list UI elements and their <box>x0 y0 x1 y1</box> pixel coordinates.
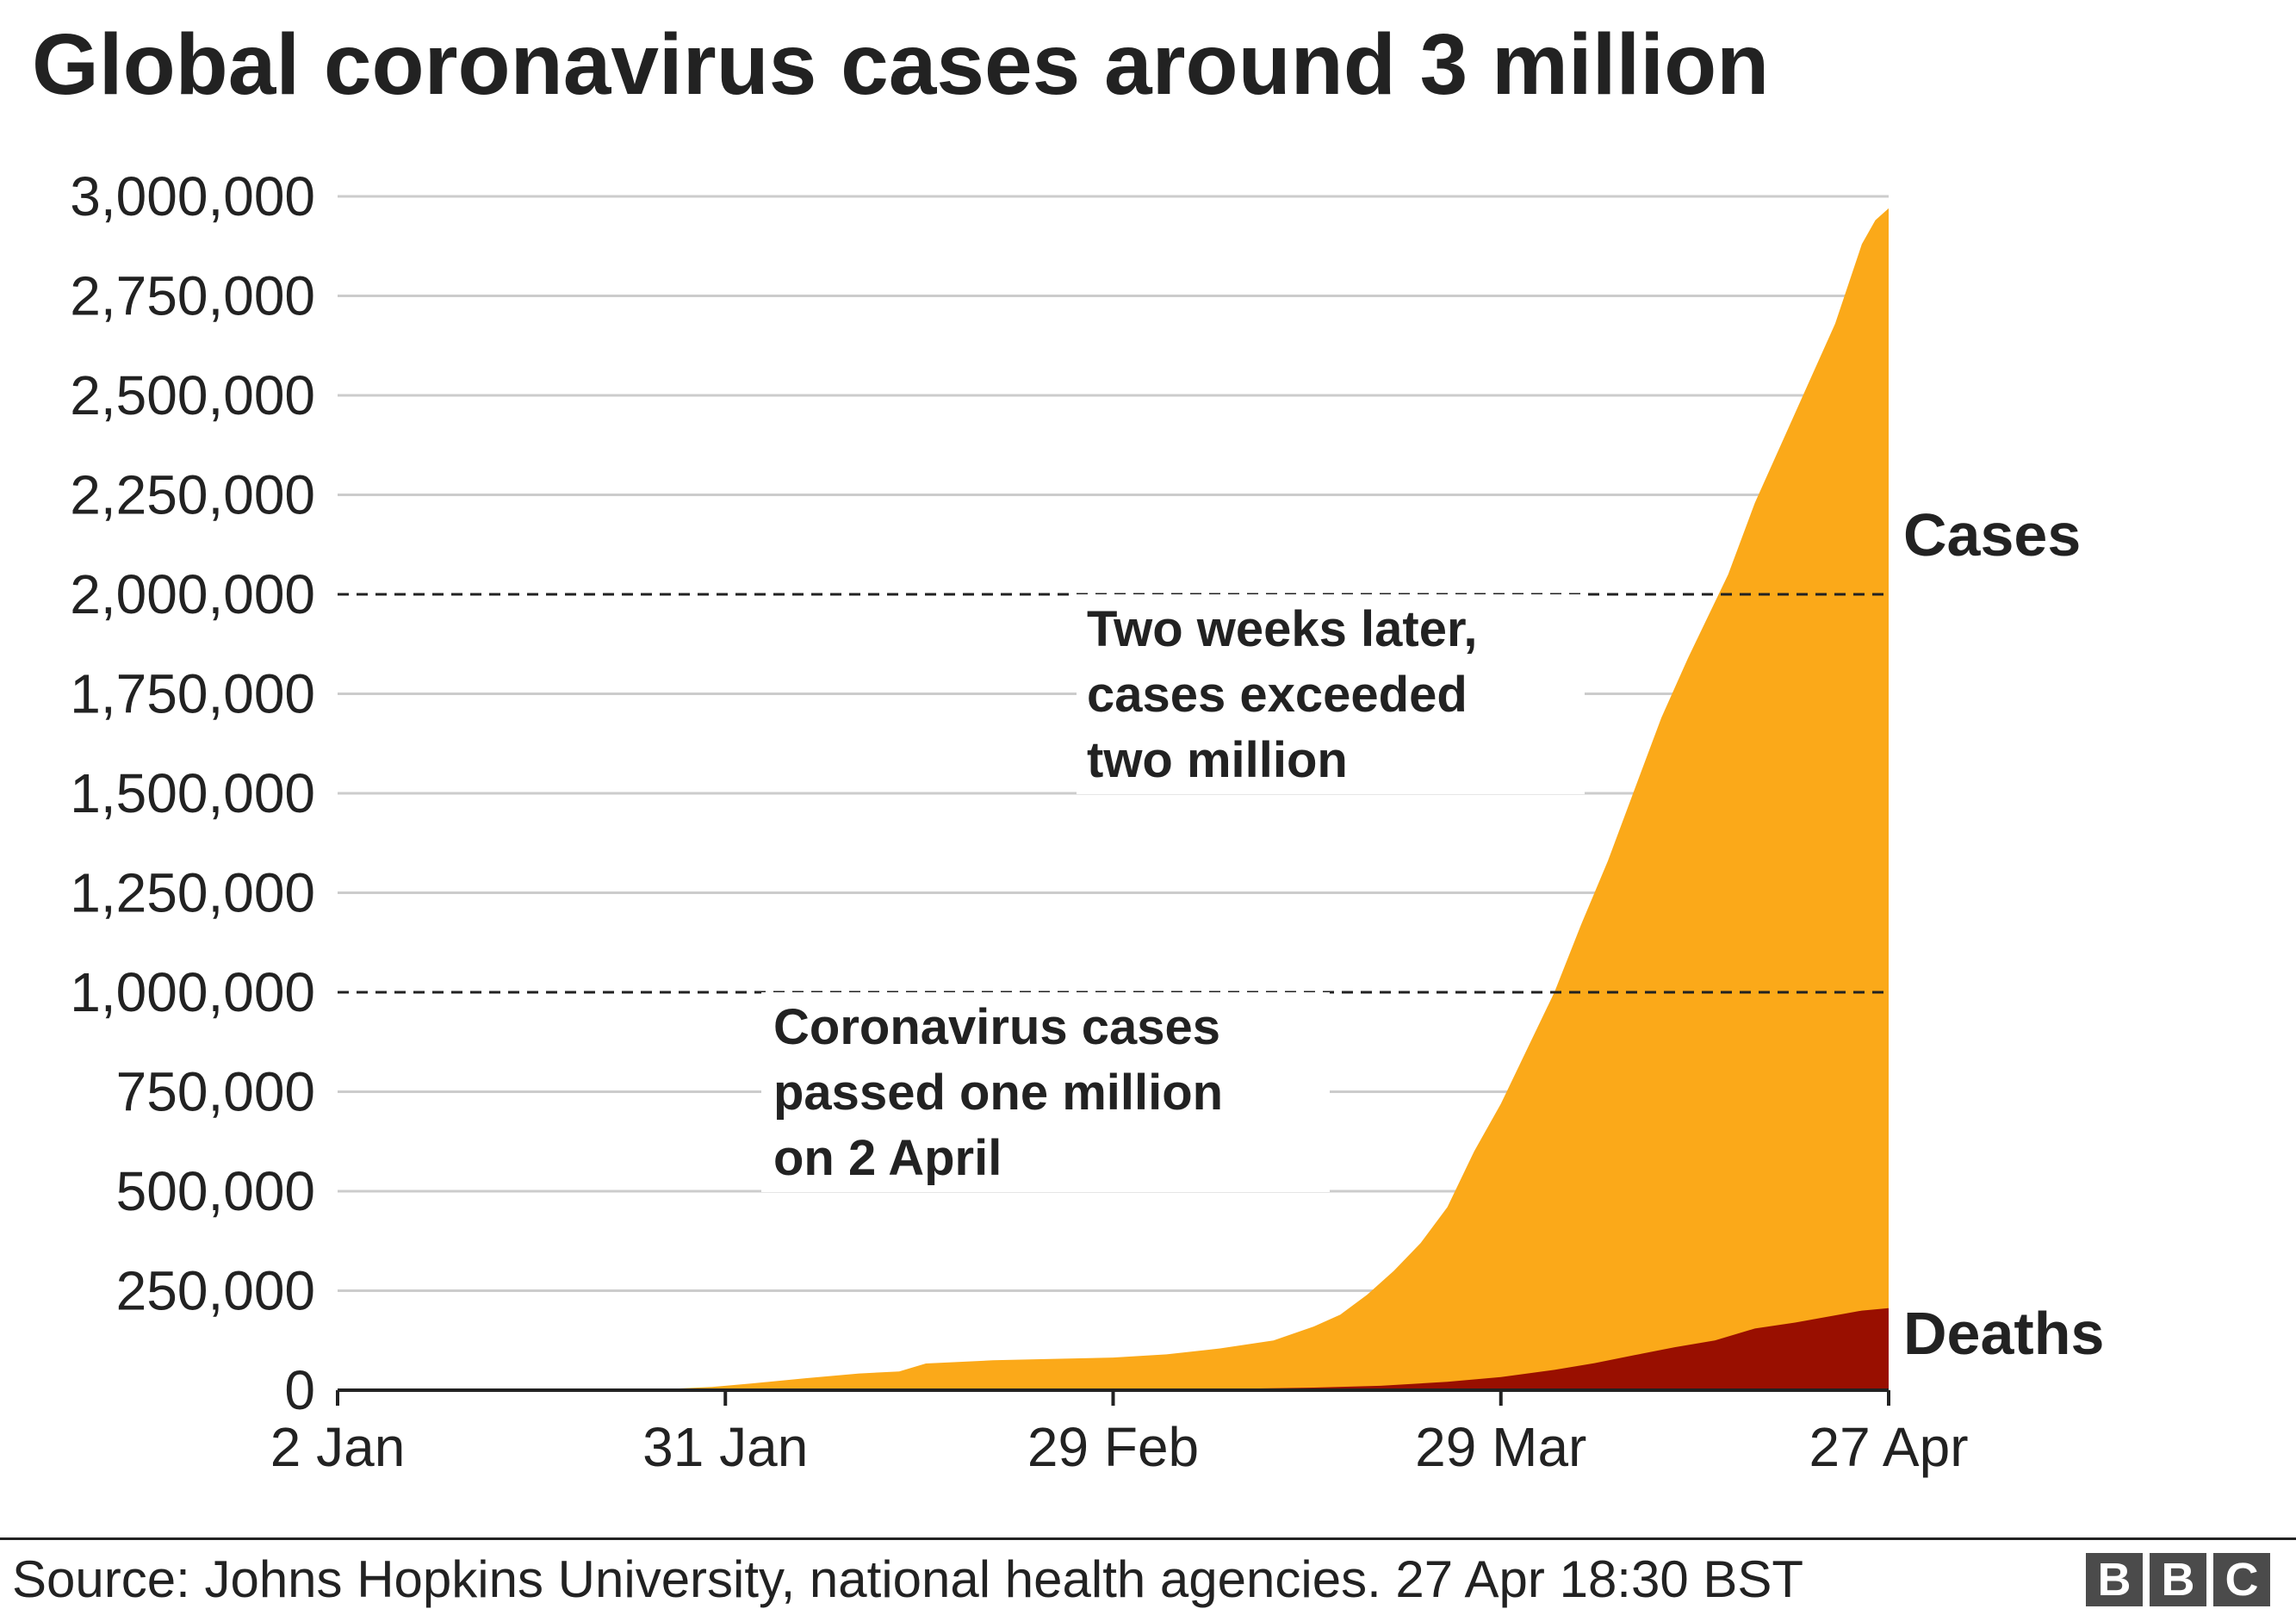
annotation-background <box>1077 594 1585 794</box>
y-tick-label: 250,000 <box>116 1260 315 1322</box>
y-axis: 0 250,000 500,000 750,000 1,000,000 1,250,000… <box>70 165 315 1421</box>
x-axis: 2 Jan 31 Jan 29 Feb 29 Mar 27 Apr <box>270 1388 1969 1478</box>
y-tick-label: 2,750,000 <box>70 265 315 327</box>
y-tick-label: 1,750,000 <box>70 663 315 725</box>
annotation-text: passed one million <box>773 1065 1223 1121</box>
reference-lines <box>338 593 1889 994</box>
x-tick-label: 27 Apr <box>1809 1416 1968 1478</box>
logo-block: B <box>2086 1553 2143 1606</box>
y-tick-label: 1,500,000 <box>70 762 315 824</box>
x-tick-label: 29 Mar <box>1415 1416 1586 1478</box>
annotation-text: on 2 April <box>773 1130 1002 1186</box>
source-note: Source: Johns Hopkins University, nation… <box>12 1550 1804 1608</box>
y-tick-label: 2,250,000 <box>70 464 315 526</box>
y-tick-label: 1,250,000 <box>70 862 315 924</box>
y-tick-label: 750,000 <box>116 1061 315 1123</box>
annotation-text: Coronavirus cases <box>773 999 1220 1055</box>
y-tick-label: 3,000,000 <box>70 165 315 227</box>
x-tick-label: 31 Jan <box>642 1416 808 1478</box>
area-cases <box>338 208 1889 1390</box>
annotation-text: cases exceeded <box>1087 667 1468 723</box>
y-tick-label: 0 <box>284 1359 315 1421</box>
y-tick-label: 1,000,000 <box>70 961 315 1023</box>
series-label-deaths: Deaths <box>1903 1300 2104 1367</box>
series-label-cases: Cases <box>1903 501 2081 568</box>
annotation-text: two million <box>1087 732 1348 788</box>
annotation-text: Two weeks later, <box>1087 601 1477 657</box>
series-labels: Cases Deaths <box>1903 501 2104 1367</box>
chart-areas <box>338 208 1889 1390</box>
footer-rule <box>0 1537 2296 1540</box>
y-tick-label: 2,000,000 <box>70 563 315 625</box>
annotation-background <box>761 992 1330 1192</box>
y-tick-label: 500,000 <box>116 1160 315 1222</box>
logo-block: B <box>2150 1553 2206 1606</box>
chart: 0 250,000 500,000 750,000 1,000,000 1,250,000… <box>70 165 2104 1478</box>
x-tick-label: 29 Feb <box>1027 1416 1199 1478</box>
logo-block: C <box>2213 1553 2270 1606</box>
x-tick-label: 2 Jan <box>270 1416 406 1478</box>
area-deaths <box>338 1308 1889 1390</box>
annotations: Two weeks later, cases exceeded two millio… <box>761 594 1585 1192</box>
y-tick-label: 2,500,000 <box>70 364 315 426</box>
bbc-logo: B B C <box>2086 1553 2270 1606</box>
chart-title: Global coronavirus cases around 3 millio… <box>32 16 1770 113</box>
